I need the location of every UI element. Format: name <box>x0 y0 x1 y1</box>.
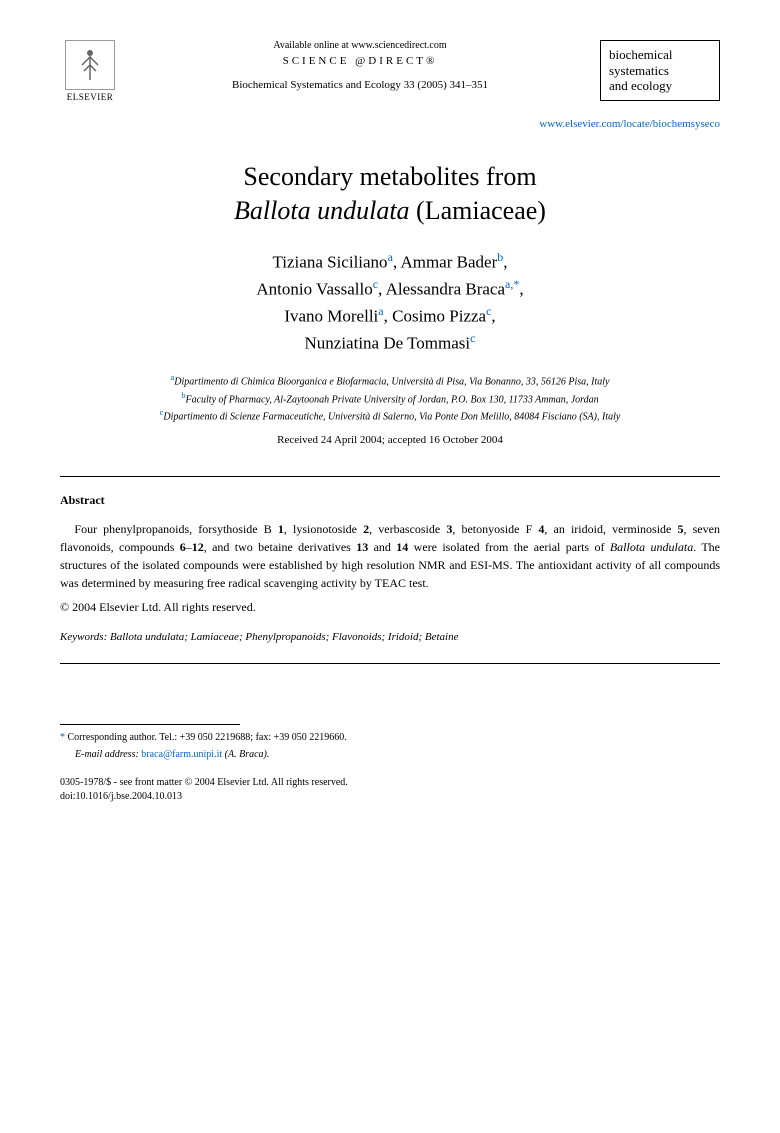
elsevier-tree-icon <box>65 40 115 90</box>
divider-1 <box>60 476 720 477</box>
title-line1: Secondary metabolites from <box>243 162 536 191</box>
author-4: Alessandra Braca <box>386 279 505 298</box>
author-2: Ammar Bader <box>400 252 497 271</box>
affil-c: Dipartimento di Scienze Farmaceutiche, U… <box>163 411 620 422</box>
center-header: Available online at www.sciencedirect.co… <box>120 40 600 91</box>
doi: doi:10.1016/j.bse.2004.10.013 <box>60 790 720 804</box>
keywords-label: Keywords: <box>60 631 107 643</box>
divider-2 <box>60 663 720 664</box>
journal-line1: biochemical <box>609 47 711 63</box>
citation-text: Biochemical Systematics and Ecology 33 (… <box>140 79 580 91</box>
author-2-sup: b <box>497 250 503 264</box>
keywords-text: Ballota undulata; Lamiaceae; Phenylpropa… <box>107 631 458 643</box>
author-4-star: * <box>513 277 519 291</box>
journal-line2: systematics <box>609 63 711 79</box>
author-1: Tiziana Siciliano <box>273 252 388 271</box>
publisher-name: ELSEVIER <box>67 92 114 102</box>
author-6-sup: c <box>486 304 491 318</box>
publisher-logo: ELSEVIER <box>60 40 120 110</box>
email-label: E-mail address: <box>75 749 139 760</box>
title-italic: Ballota undulata <box>234 196 410 225</box>
affil-b: Faculty of Pharmacy, Al-Zaytoonah Privat… <box>185 394 598 405</box>
journal-line3: and ecology <box>609 78 711 94</box>
journal-box: biochemical systematics and ecology <box>600 40 720 101</box>
header-row: ELSEVIER Available online at www.science… <box>60 40 720 110</box>
footer-divider <box>60 724 240 725</box>
keywords: Keywords: Ballota undulata; Lamiaceae; P… <box>60 631 720 643</box>
affiliations: aDipartimento di Chimica Bioorganica e B… <box>60 372 720 424</box>
authors-list: Tiziana Sicilianoa, Ammar Baderb, Antoni… <box>60 248 720 357</box>
article-title: Secondary metabolites from Ballota undul… <box>60 160 720 228</box>
author-7-sup: c <box>470 331 475 345</box>
author-7: Nunziatina De Tommasi <box>305 334 471 353</box>
footer-info: 0305-1978/$ - see front matter © 2004 El… <box>60 776 720 804</box>
abstract-heading: Abstract <box>60 493 720 508</box>
received-date: Received 24 April 2004; accepted 16 Octo… <box>60 434 720 446</box>
copyright-text: © 2004 Elsevier Ltd. All rights reserved… <box>60 600 720 615</box>
author-5-sup: a <box>378 304 383 318</box>
corresponding-text: Corresponding author. Tel.: +39 050 2219… <box>65 732 347 743</box>
author-3: Antonio Vassallo <box>256 279 372 298</box>
available-online-text: Available online at www.sciencedirect.co… <box>140 40 580 51</box>
front-matter: 0305-1978/$ - see front matter © 2004 El… <box>60 776 720 790</box>
science-direct-text: SCIENCE @DIRECT® <box>140 55 580 67</box>
journal-url[interactable]: www.elsevier.com/locate/biochemsyseco <box>60 118 720 130</box>
author-5: Ivano Morelli <box>284 307 378 326</box>
abstract-text: Four phenylpropanoids, forsythoside B 1,… <box>60 520 720 592</box>
title-suffix: (Lamiaceae) <box>410 196 546 225</box>
email-link[interactable]: braca@farm.unipi.it <box>141 749 222 760</box>
affil-a: Dipartimento di Chimica Bioorganica e Bi… <box>174 377 609 388</box>
email-suffix: (A. Braca). <box>222 749 269 760</box>
corresponding-author: * Corresponding author. Tel.: +39 050 22… <box>60 731 720 745</box>
author-3-sup: c <box>373 277 378 291</box>
author-6: Cosimo Pizza <box>392 307 486 326</box>
author-1-sup: a <box>388 250 393 264</box>
email-line: E-mail address: braca@farm.unipi.it (A. … <box>60 749 720 760</box>
